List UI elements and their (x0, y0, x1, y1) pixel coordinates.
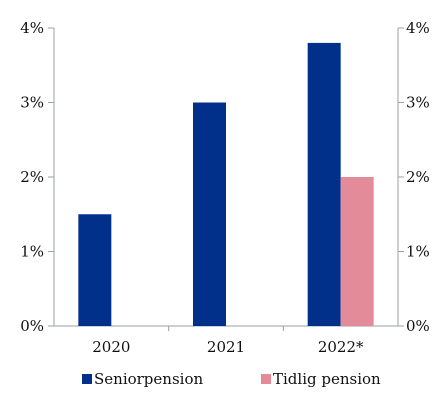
bar-seniorpension (307, 42, 341, 327)
legend: Seniorpension Tidlig pension (82, 370, 381, 388)
bar-tidlig-pension (340, 177, 374, 326)
legend-swatch (82, 374, 92, 384)
left-y-tick-label: 4% (20, 19, 44, 37)
bar-seniorpension (78, 214, 112, 326)
left-y-tick-label: 2% (20, 168, 44, 186)
legend-label: Seniorpension (94, 370, 203, 388)
bars (78, 42, 374, 327)
right-y-tick-label: 1% (406, 243, 430, 261)
legend-label: Tidlig pension (273, 370, 381, 388)
axis-ticks (48, 27, 404, 331)
axis-labels: 0% 0% 1% 1% 2% 2% 3% 3% 4% 4% 2020 2021 2022* (20, 19, 430, 356)
left-y-tick-label: 0% (20, 317, 44, 335)
x-tick-label: 2021 (207, 338, 245, 356)
x-tick-label: 2022* (318, 338, 364, 356)
right-y-tick-label: 2% (406, 168, 430, 186)
left-y-tick-label: 3% (20, 94, 44, 112)
right-y-tick-label: 4% (406, 19, 430, 37)
bar-seniorpension (193, 102, 226, 326)
left-y-tick-label: 1% (20, 243, 44, 261)
x-tick-label: 2020 (92, 338, 130, 356)
right-y-tick-label: 3% (406, 94, 430, 112)
right-y-tick-label: 0% (406, 317, 430, 335)
legend-swatch (261, 374, 271, 384)
